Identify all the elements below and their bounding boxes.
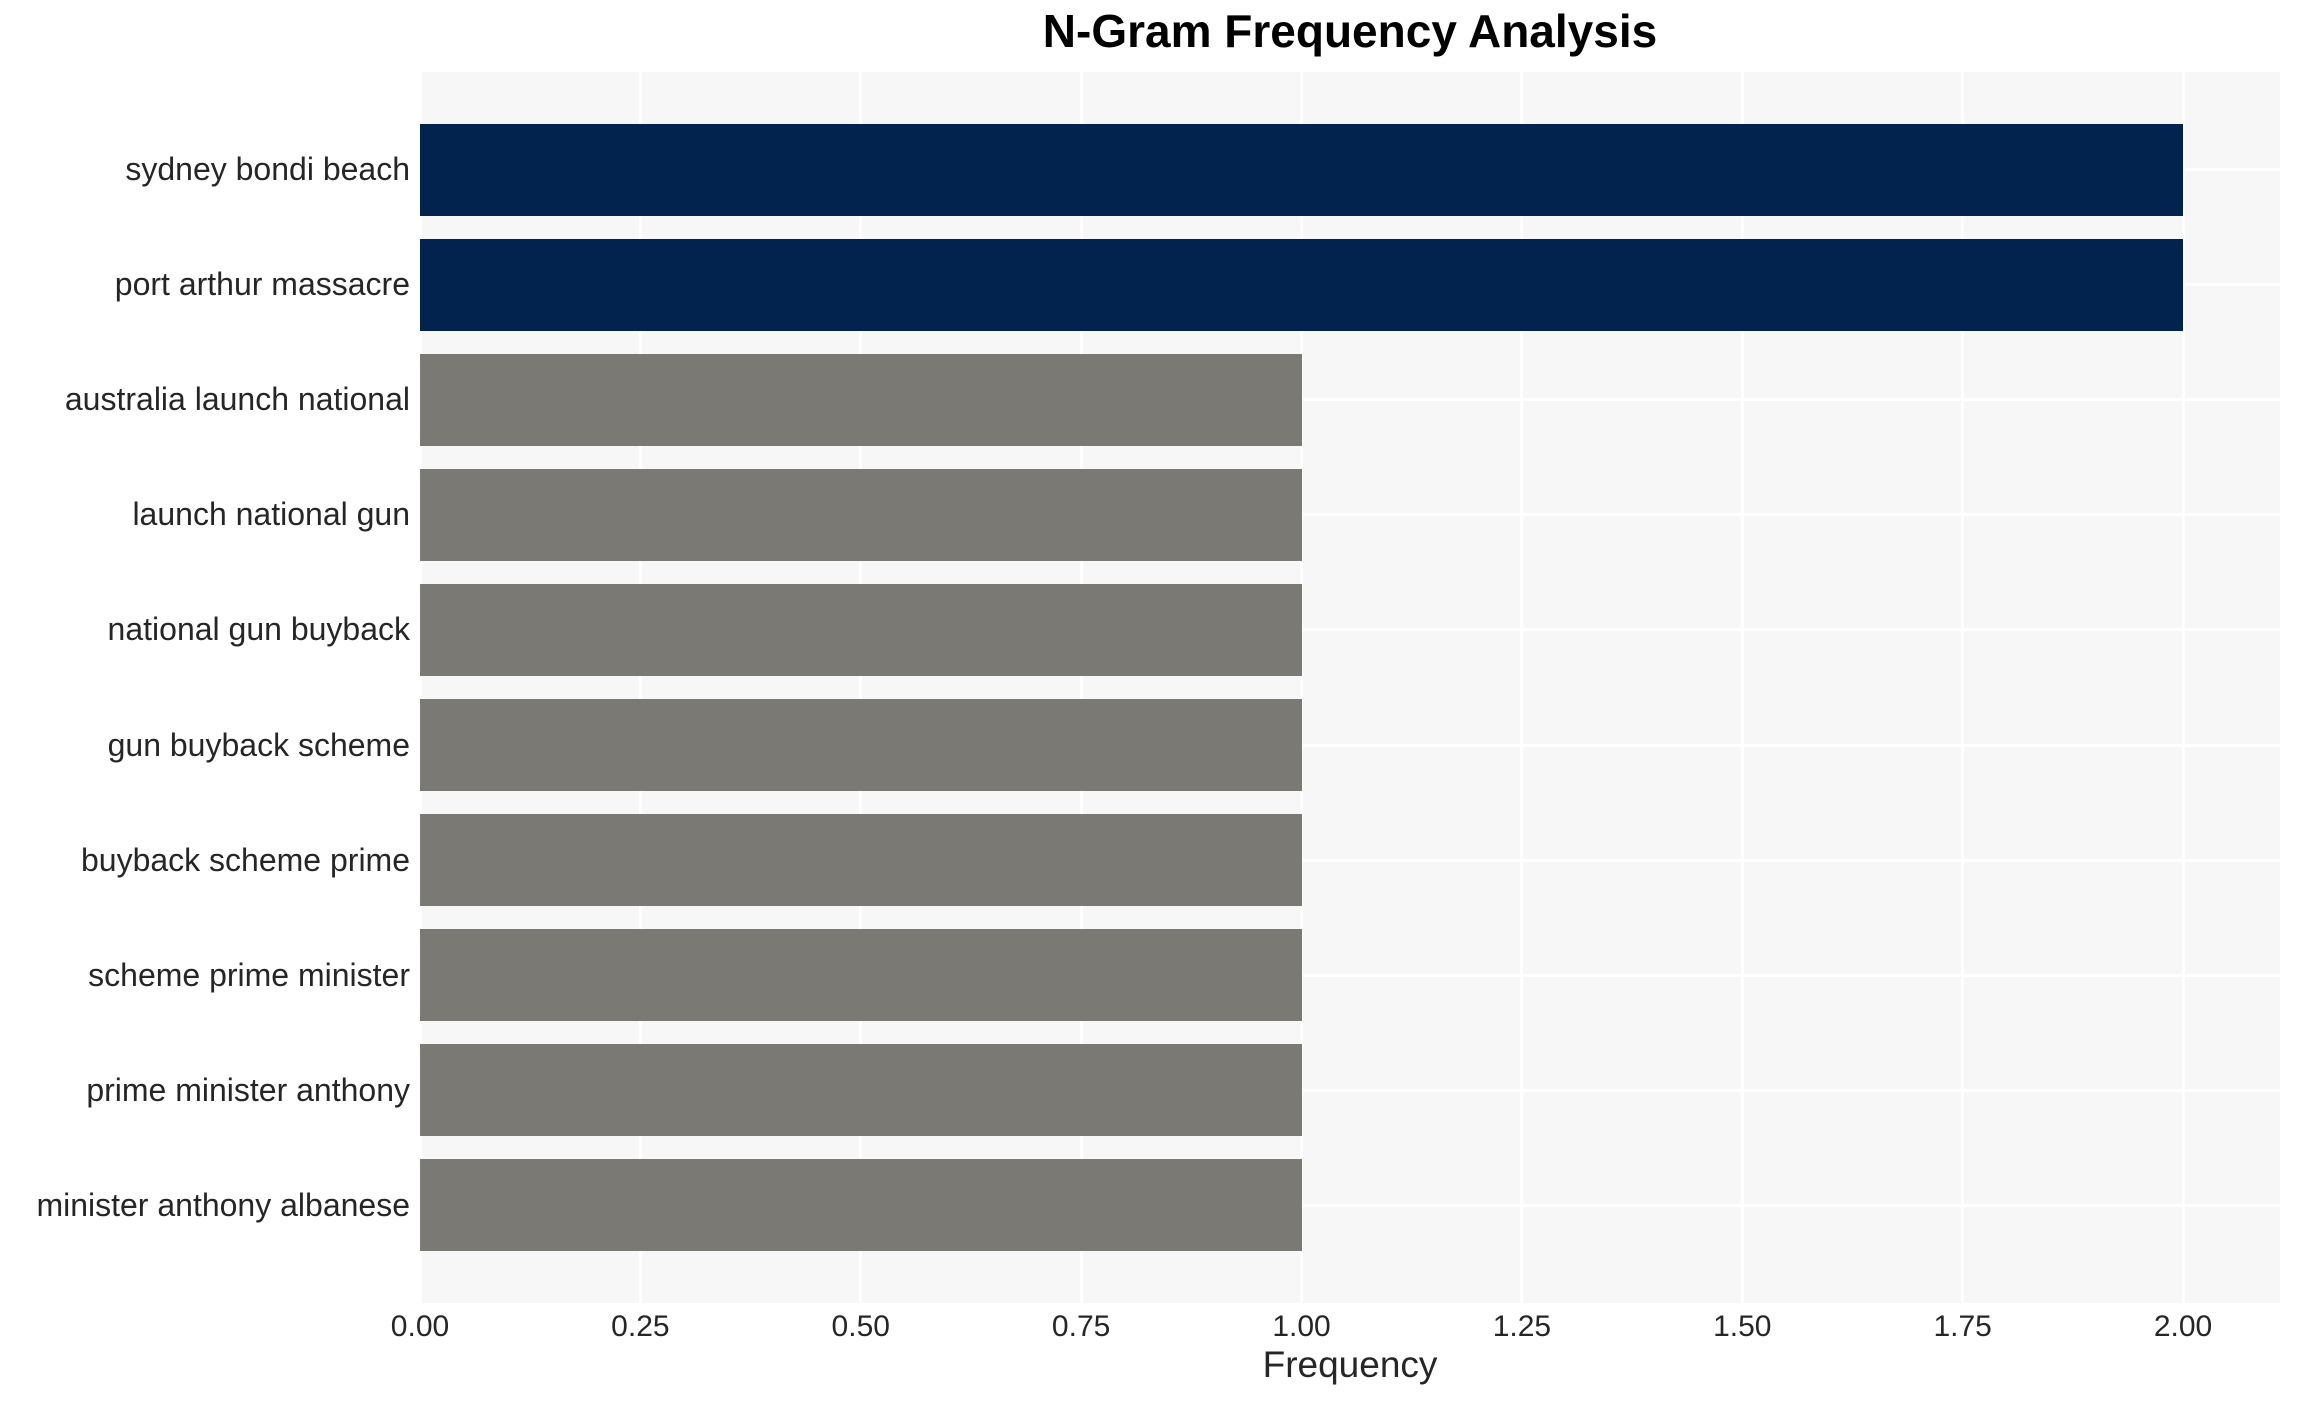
bar-sydney-bondi-beach [420, 123, 2184, 216]
y-axis-label: australia launch national [64, 381, 410, 418]
gridline-v [2181, 72, 2185, 1303]
gridline-v [418, 72, 422, 1303]
chart-title: N-Gram Frequency Analysis [1042, 5, 1658, 57]
y-axis-label: minister anthony albanese [36, 1186, 410, 1223]
bar-national-gun-buyback [420, 583, 1302, 676]
x-axis-title: Frequency [1262, 1344, 1438, 1385]
gridline-h [420, 398, 2280, 402]
gridline-h [420, 513, 2280, 517]
x-tick-label: 2.00 [2153, 1310, 2213, 1343]
bar-row [420, 1148, 2280, 1263]
bar-scheme-prime-minister [420, 929, 1302, 1022]
x-tick-label: 0.25 [611, 1310, 670, 1343]
gridline-h [420, 628, 2280, 632]
y-axis-label: gun buyback scheme [107, 726, 410, 763]
gridline-h [420, 1088, 2280, 1092]
x-tick-label: 0.50 [831, 1310, 890, 1343]
x-tick-label: 1.50 [1713, 1310, 1772, 1343]
x-tick-label: 0.00 [390, 1310, 450, 1343]
bar-buyback-scheme-prime [420, 814, 1302, 907]
x-tick-label: 1.00 [1272, 1310, 1331, 1343]
bar-row [420, 342, 2280, 457]
bar-row [420, 687, 2280, 802]
gridline-v [859, 72, 863, 1303]
bar-row [420, 803, 2280, 918]
y-axis-label: buyback scheme prime [80, 841, 410, 878]
bar-gun-buyback-scheme [420, 698, 1302, 791]
plot-area [418, 72, 2280, 1303]
y-axis-label: prime minister anthony [86, 1071, 410, 1108]
y-axis-label: launch national gun [132, 496, 410, 533]
bar-row [420, 572, 2280, 687]
gridline-v [1079, 72, 1083, 1303]
y-axis-label: port arthur massacre [114, 266, 410, 303]
x-tick-label: 1.25 [1492, 1310, 1552, 1343]
bar-row [420, 112, 2280, 227]
gridline-v [638, 72, 642, 1303]
gridline-v [1961, 72, 1965, 1303]
bar-prime-minister-anthony [420, 1044, 1302, 1137]
gridline-h [420, 743, 2280, 747]
gridline-v [1740, 72, 1744, 1303]
gridline-v [1300, 72, 1304, 1303]
x-tick-label: 0.75 [1051, 1310, 1111, 1343]
gridline-h [420, 858, 2280, 862]
gridline-h [420, 973, 2280, 977]
y-axis-label: scheme prime minister [88, 956, 410, 993]
y-axis-label: national gun buyback [107, 611, 410, 648]
bar-launch-national-gun [420, 468, 1302, 561]
y-axis-labels: sydney bondi beach port arthur massacre au… [0, 72, 410, 1303]
x-tick-label: 1.75 [1933, 1310, 1992, 1343]
bar-australia-launch-national [420, 353, 1302, 446]
bar-port-arthur-massacre [420, 238, 2184, 331]
bar-minister-anthony-albanese [420, 1159, 1302, 1252]
bar-row [420, 227, 2280, 342]
gridline-h [420, 1203, 2280, 1207]
bar-row [420, 457, 2280, 572]
bar-row [420, 918, 2280, 1033]
bar-rows [420, 72, 2280, 1303]
bar-row [420, 1033, 2280, 1148]
gridline-v [1520, 72, 1524, 1303]
y-axis-label: sydney bondi beach [125, 151, 410, 188]
